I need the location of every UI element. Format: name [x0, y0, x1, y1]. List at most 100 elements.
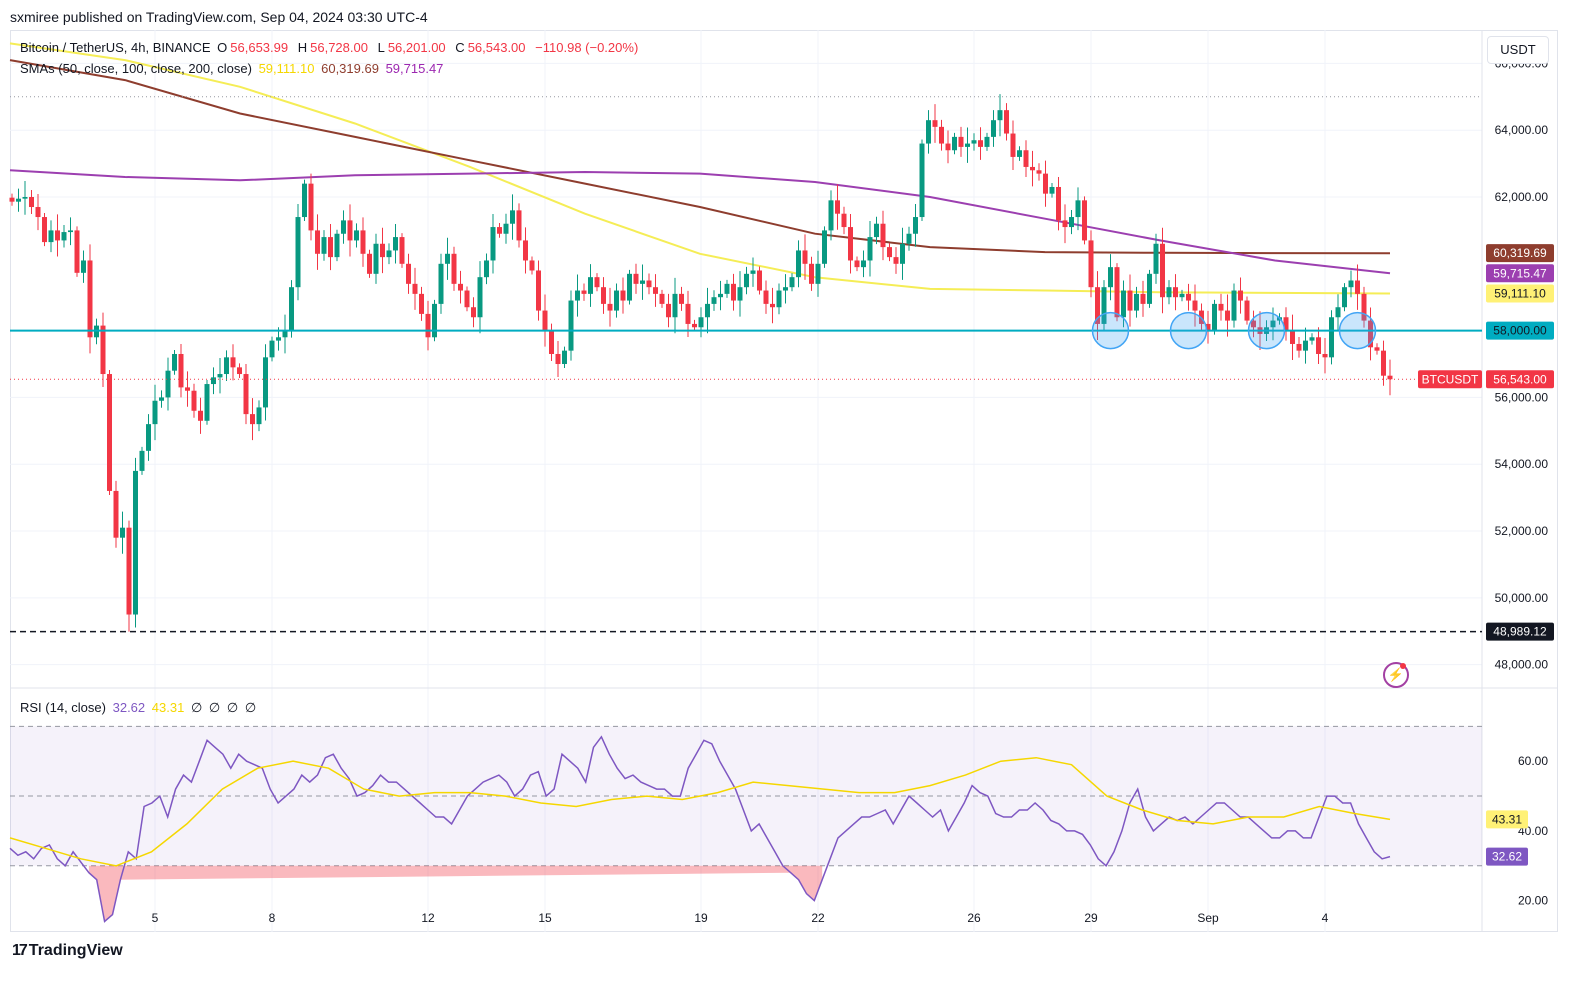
candle-body: [1030, 166, 1035, 171]
candle-body: [1056, 186, 1061, 221]
candle-body: [61, 232, 67, 241]
candle-body: [562, 350, 567, 365]
candle-body: [432, 303, 437, 338]
time-tick-label: 4: [1322, 911, 1329, 925]
tradingview-logo[interactable]: 17 TradingView: [12, 942, 123, 959]
time-tick-label: 5: [152, 911, 159, 925]
candle-body: [1374, 347, 1380, 351]
candle-body: [1134, 293, 1139, 311]
candle-body: [1212, 303, 1217, 331]
candle-body: [1192, 300, 1198, 311]
time-tick-label: 29: [1084, 911, 1098, 925]
rsi-tick-label: 20.00: [1518, 894, 1548, 908]
candle-body: [835, 200, 840, 214]
symbol-price-label: BTCUSDT: [1422, 372, 1479, 386]
candle-body: [1166, 287, 1172, 298]
candle-body: [770, 303, 775, 308]
candle-body: [295, 217, 301, 288]
candle-body: [354, 230, 359, 241]
candle-body: [965, 143, 970, 147]
empty-set-icon[interactable]: ∅: [226, 700, 239, 715]
candle-body: [399, 237, 405, 264]
candle-body: [880, 223, 886, 248]
price-tick-label: 64,000.00: [1495, 123, 1549, 137]
candle-body: [887, 247, 892, 258]
candle-body: [477, 277, 483, 318]
candle-body: [1225, 310, 1230, 321]
candle-body: [198, 410, 203, 421]
candle-body: [750, 270, 756, 274]
candle-body: [120, 527, 125, 538]
support-price-label: 58,000.00: [1493, 324, 1547, 338]
low-price-label: 48,989.12: [1493, 625, 1547, 639]
candle-body: [282, 330, 288, 338]
candle-body: [419, 293, 424, 314]
candle-body: [217, 374, 223, 378]
candle-body: [74, 230, 80, 273]
candle-body: [1004, 110, 1009, 134]
rsi-tick-label: 60.00: [1518, 754, 1548, 768]
sma-label[interactable]: SMAs (50, close, 100, close, 200, close): [20, 61, 252, 76]
candle-body: [113, 490, 119, 538]
candle-body: [523, 240, 528, 261]
candle-body: [731, 283, 736, 301]
empty-set-icon[interactable]: ∅: [244, 700, 257, 715]
candle-body: [1244, 300, 1250, 321]
candle-body: [1368, 320, 1373, 348]
candle-body: [776, 290, 782, 308]
price-axis: 66,000.0064,000.0062,000.0056,000.0054,0…: [1418, 56, 1554, 672]
candle-body: [386, 250, 392, 258]
price-tick-label: 56,000.00: [1495, 390, 1549, 404]
candle-body: [1101, 287, 1107, 324]
candle-body: [633, 273, 639, 284]
candle-body: [269, 340, 275, 358]
rsi-ma-axis-label: 43.31: [1492, 812, 1522, 826]
candle-body: [841, 213, 847, 228]
candle-body: [211, 377, 216, 385]
candle-body: [724, 283, 730, 294]
empty-set-icon[interactable]: ∅: [190, 700, 203, 715]
candle-body: [1329, 317, 1334, 358]
last-price-label: 56,543.00: [1493, 372, 1547, 386]
candle-body: [1127, 290, 1133, 311]
price-tick-label: 54,000.00: [1495, 457, 1549, 471]
chart-frame[interactable]: [10, 30, 1558, 932]
candle-body: [1355, 280, 1360, 294]
rsi-label[interactable]: RSI (14, close): [20, 700, 106, 715]
candle-body: [529, 260, 535, 271]
sma-legend: SMAs (50, close, 100, close, 200, close)…: [20, 61, 446, 76]
candle-body: [451, 253, 457, 284]
candle-body: [243, 374, 249, 415]
candle-body: [237, 367, 242, 375]
candle-body: [55, 230, 60, 241]
candle-body: [1140, 293, 1146, 304]
candle-body: [542, 310, 548, 331]
lightning-icon[interactable]: ⚡: [1383, 662, 1409, 688]
symbol-name[interactable]: Bitcoin / TetherUS, 4h, BINANCE: [20, 40, 211, 55]
candle-body: [698, 317, 704, 328]
candle-body: [29, 197, 34, 208]
empty-set-icon[interactable]: ∅: [208, 700, 221, 715]
rsi-oversold-fill: [88, 865, 823, 922]
sma100-price-label: 60,319.69: [1493, 246, 1547, 260]
candle-body: [516, 210, 522, 241]
candle-body: [308, 183, 314, 231]
candle-body: [1114, 267, 1120, 318]
candle-body: [1296, 343, 1302, 351]
sma200-price-label: 59,715.47: [1493, 266, 1547, 280]
candle-body: [932, 120, 938, 127]
candle-body: [315, 230, 320, 254]
price-tick-label: 52,000.00: [1495, 524, 1549, 538]
candle-body: [763, 290, 769, 304]
candle-body: [276, 337, 281, 341]
main-legend: Bitcoin / TetherUS, 4h, BINANCE O 56,653.…: [20, 40, 639, 55]
candle-body: [178, 353, 184, 388]
candle-body: [185, 387, 190, 391]
candle-body: [555, 353, 561, 365]
currency-button[interactable]: USDT: [1487, 36, 1549, 64]
candle-body: [711, 297, 717, 304]
candle-body: [672, 293, 678, 318]
candle-body: [1238, 290, 1243, 301]
